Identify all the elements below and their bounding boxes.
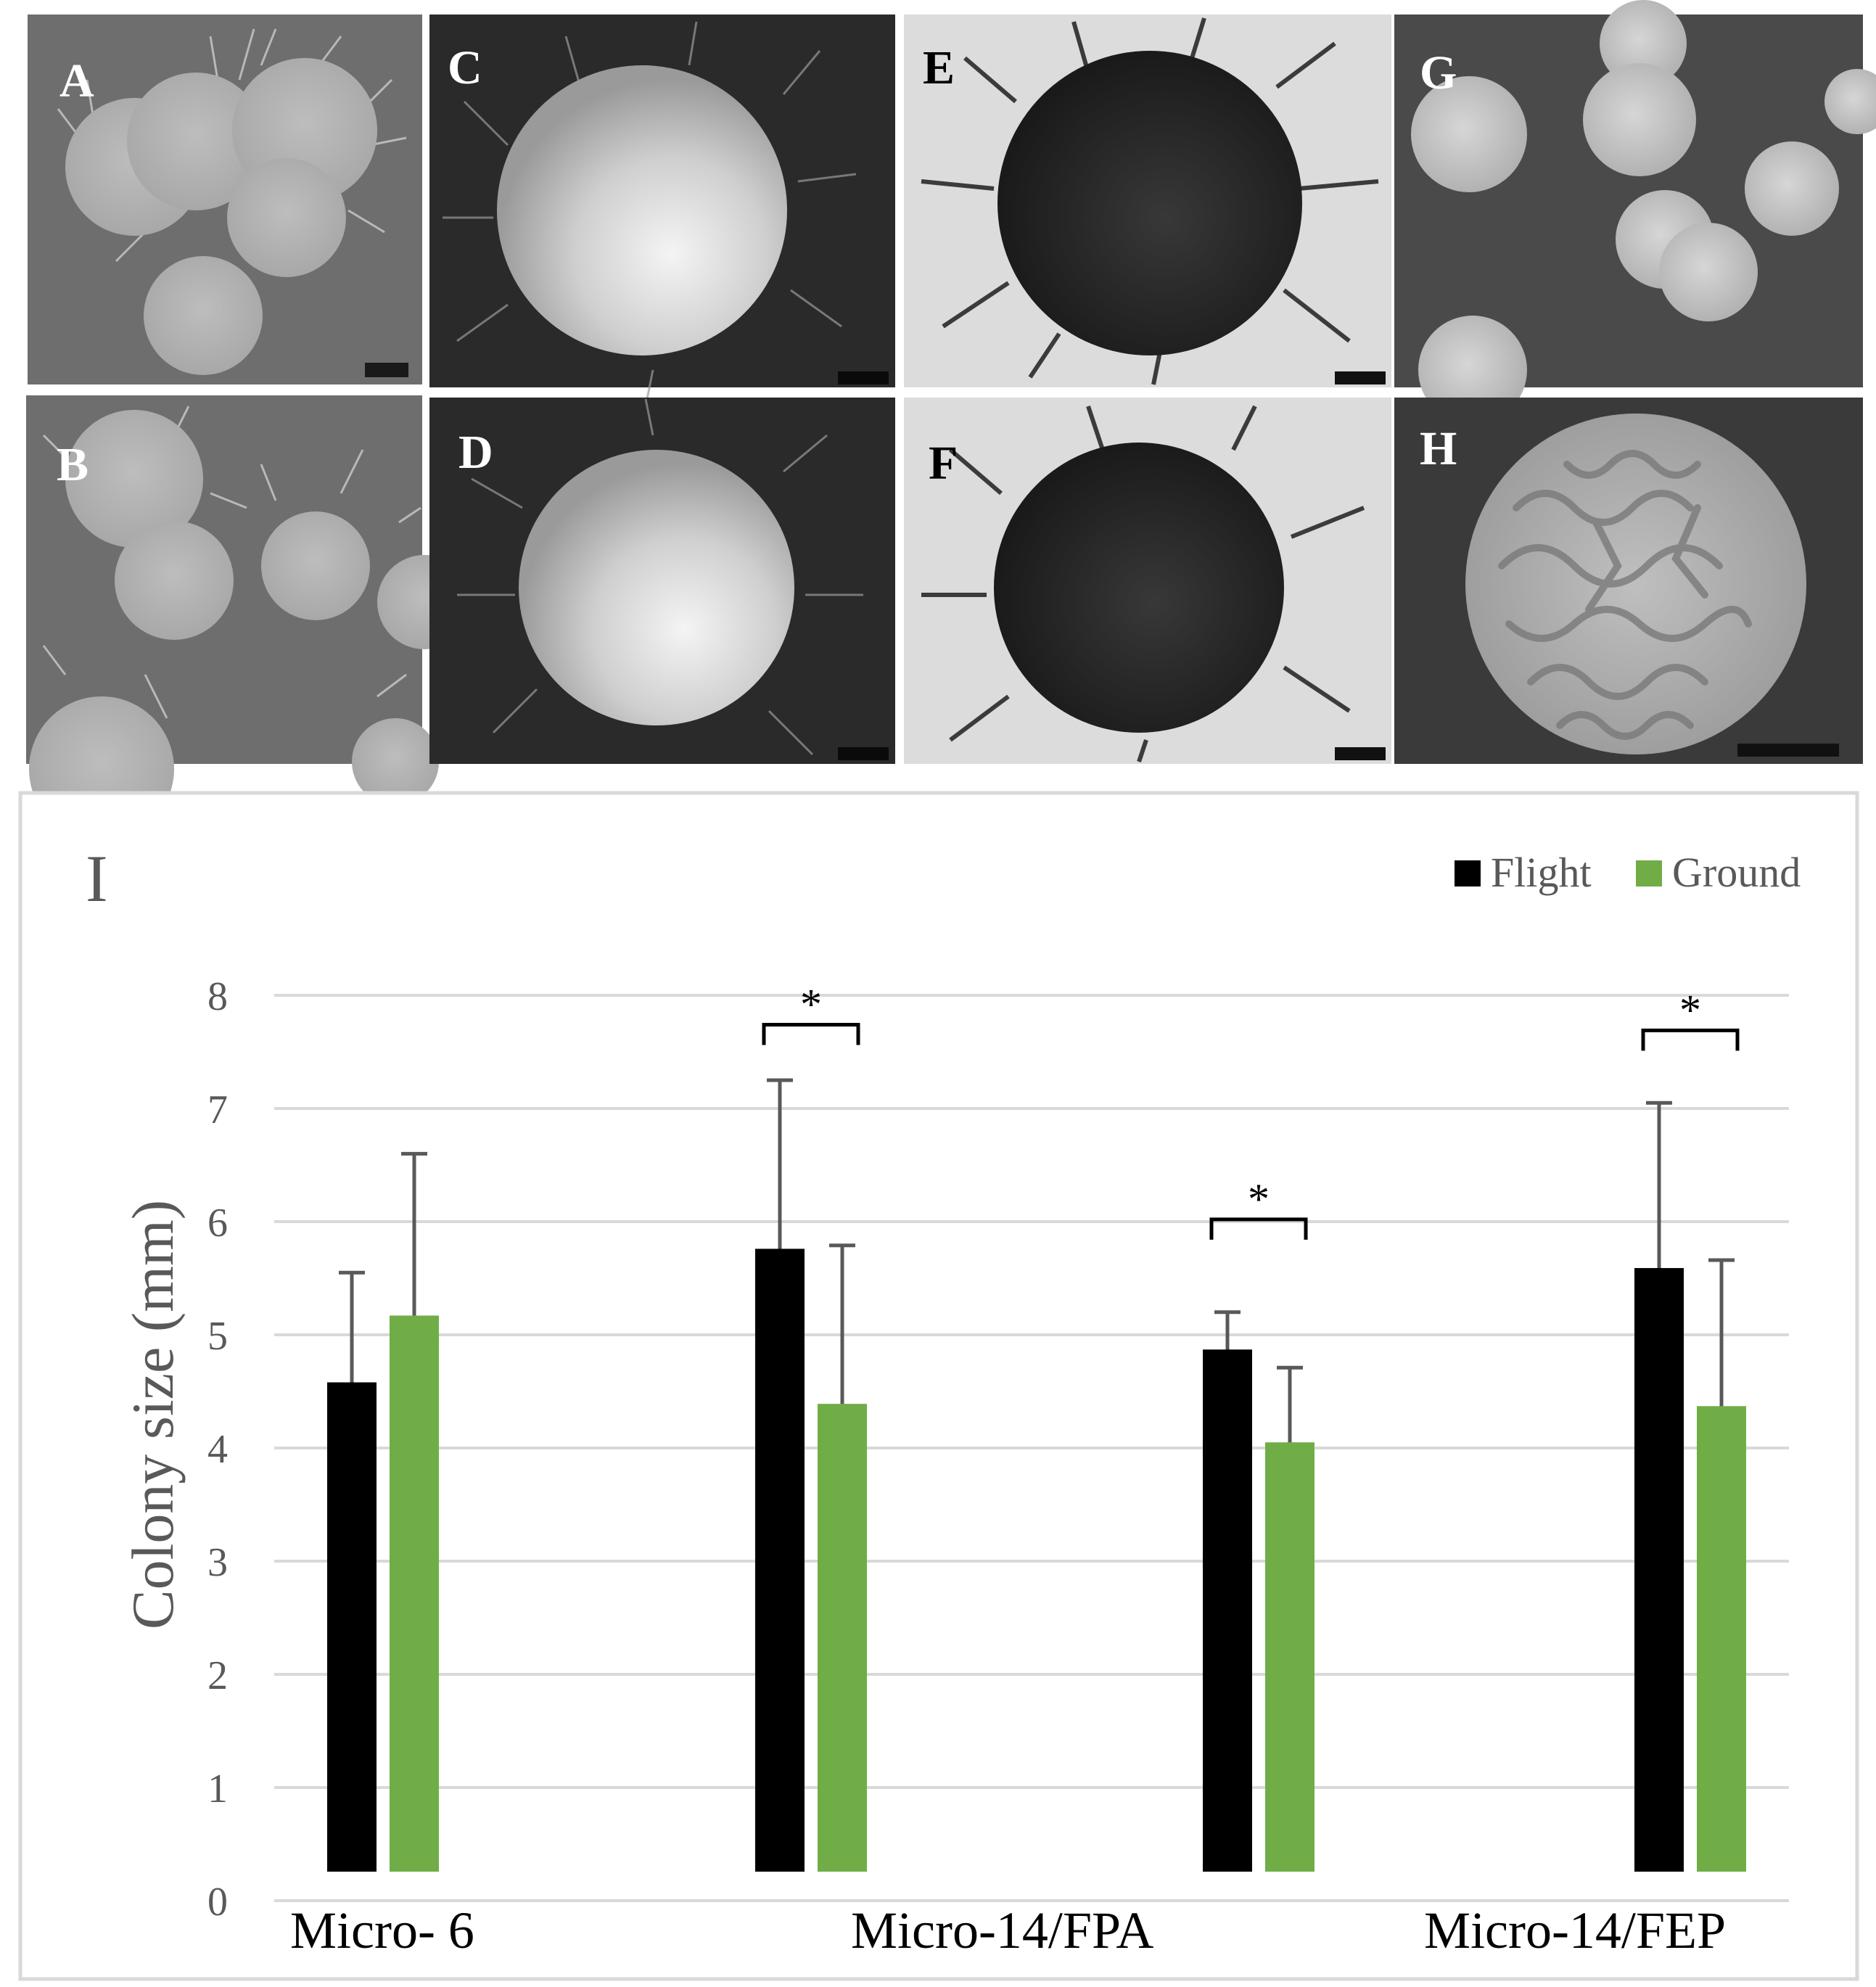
panel-d-image (429, 398, 895, 764)
x-category-label: Micro-14/FPA (851, 1901, 1153, 1959)
y-tick-label: 6 (207, 1201, 228, 1246)
significance-bracket: * (1641, 986, 1740, 1051)
legend: Flight Ground (1455, 849, 1801, 896)
x-category-labels: Micro- 6 Micro-14/FPA Micro-14/FEP (290, 1901, 1726, 1959)
panel-label-h: H (1420, 422, 1457, 475)
x-category-label: Micro- 6 (290, 1901, 474, 1959)
chart-frame (18, 791, 1859, 1981)
y-tick-label: 8 (207, 974, 228, 1019)
legend-label: Flight (1491, 849, 1592, 896)
bar-ground (1265, 1442, 1315, 1872)
bar-flight (327, 1382, 377, 1872)
panel-a-image (28, 15, 422, 384)
panel-c-image (429, 15, 895, 407)
bar-flight (1203, 1349, 1252, 1872)
bar-ground (390, 1315, 439, 1872)
panel-label-f: F (929, 437, 958, 490)
panel-label-b: B (57, 438, 89, 491)
y-axis-label: Colony size (mm) (120, 1200, 186, 1629)
y-tick-label: 0 (207, 1880, 228, 1925)
significance-markers: * * * (762, 981, 1740, 1240)
significance-star: * (1679, 986, 1701, 1034)
legend-swatch (1636, 860, 1662, 886)
legend-label: Ground (1672, 849, 1801, 896)
bar-chart: I 0 1 2 3 4 5 6 7 8 Colony size (mm) * * * Micro- … (18, 791, 1859, 1981)
legend-swatch (1455, 860, 1481, 886)
bar-flight (1634, 1267, 1684, 1872)
panel-g-image (1394, 0, 1876, 424)
bar-ground (818, 1404, 867, 1872)
y-tick-label: 5 (207, 1314, 228, 1359)
y-tick-label: 3 (207, 1540, 228, 1585)
panel-label-g: G (1420, 46, 1457, 99)
significance-star: * (800, 981, 822, 1029)
significance-bracket: * (1209, 1175, 1308, 1240)
panel-e-image (904, 15, 1391, 387)
panel-label-d: D (458, 426, 493, 479)
panel-label-a: A (59, 54, 94, 107)
significance-bracket: * (762, 981, 860, 1045)
y-tick-label: 7 (207, 1087, 228, 1132)
x-category-label: Micro-14/FEP (1424, 1901, 1726, 1959)
panel-f-image (904, 398, 1391, 764)
gridlines (274, 994, 1789, 1902)
significance-star: * (1248, 1175, 1270, 1223)
y-tick-label: 2 (207, 1653, 228, 1698)
panel-label-e: E (923, 41, 955, 94)
bar-ground (1697, 1406, 1746, 1872)
y-tick-label: 4 (207, 1427, 228, 1472)
panel-h-image (1394, 398, 1863, 764)
micrograph-panels: A B C D E F G H (26, 0, 1876, 842)
chart-panel-label: I (86, 842, 108, 916)
legend-item-ground: Ground (1636, 849, 1801, 896)
y-tick-label: 1 (207, 1766, 228, 1811)
panel-b-image (26, 395, 472, 842)
bars (327, 1248, 1746, 1872)
bar-flight (755, 1248, 805, 1872)
legend-item-flight: Flight (1455, 849, 1592, 896)
panel-label-c: C (448, 41, 482, 94)
y-tick-labels: 0 1 2 3 4 5 6 7 8 (207, 974, 228, 1925)
